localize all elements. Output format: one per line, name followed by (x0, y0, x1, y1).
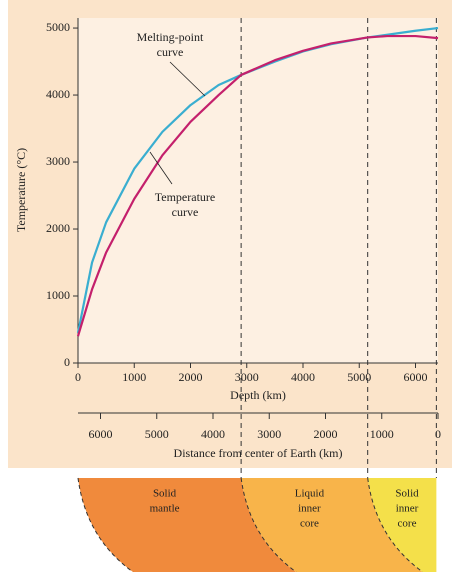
x-tick-label: 1000 (122, 370, 146, 384)
y-axis-label: Temperature (°C) (14, 148, 28, 232)
x2-axis-label: Distance from center of Earth (km) (174, 446, 343, 460)
layer-label: mantle (150, 503, 180, 515)
chart: Temperature (°C) Depth (km) Distance fro… (0, 0, 452, 572)
x2-tick-label: 6000 (89, 427, 113, 441)
x2-tick-label: 5000 (145, 427, 169, 441)
x2-tick-label: 4000 (201, 427, 225, 441)
layer-label: core (300, 518, 319, 530)
layer-label: inner (298, 503, 321, 515)
y-tick-label: 4000 (46, 87, 70, 101)
y-tick-label: 5000 (46, 20, 70, 34)
x-tick-label: 3000 (235, 370, 259, 384)
annotation: Temperature (155, 190, 215, 204)
x-tick-label: 6000 (404, 370, 428, 384)
layer-label: inner (396, 503, 419, 515)
layer-label: Liquid (295, 488, 325, 500)
annotation: curve (172, 205, 199, 219)
page: {"chart_data": {"type": "line", "y_label… (0, 0, 452, 572)
x-tick-label: 0 (75, 370, 81, 384)
y-tick-label: 1000 (46, 288, 70, 302)
layer-label: core (398, 518, 417, 530)
annotation: Melting-point (137, 30, 204, 44)
x-axis-label: Depth (km) (230, 388, 286, 402)
layer-label: Solid (153, 488, 177, 500)
annotation: curve (157, 45, 184, 59)
x-tick-label: 4000 (291, 370, 315, 384)
x2-tick-label: 1000 (370, 427, 394, 441)
y-tick-label: 0 (64, 355, 70, 369)
x2-tick-label: 2000 (314, 427, 338, 441)
x-tick-label: 2000 (179, 370, 203, 384)
layer-label: Solid (395, 488, 419, 500)
y-tick-label: 3000 (46, 154, 70, 168)
plot-area (78, 18, 438, 363)
x2-tick-label: 3000 (257, 427, 281, 441)
y-tick-label: 2000 (46, 221, 70, 235)
